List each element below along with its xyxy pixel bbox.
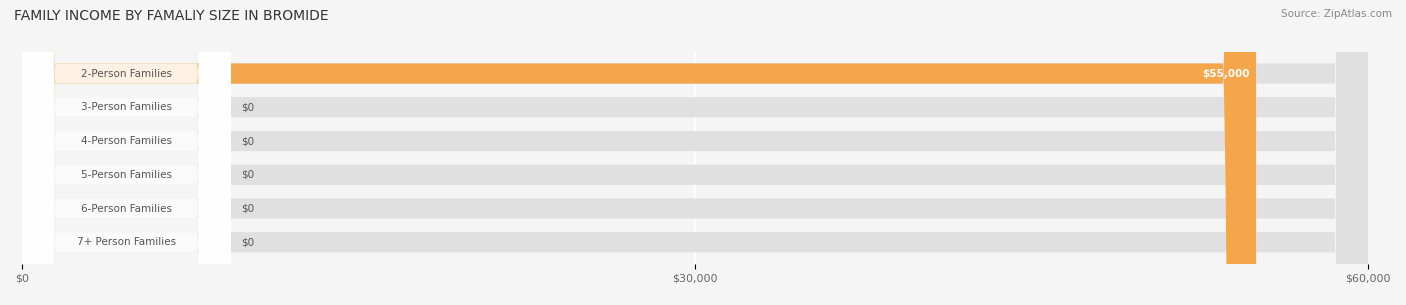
FancyBboxPatch shape [22, 0, 231, 305]
FancyBboxPatch shape [22, 0, 1368, 305]
FancyBboxPatch shape [22, 0, 1368, 305]
FancyBboxPatch shape [22, 0, 231, 305]
Text: $0: $0 [242, 170, 254, 180]
Text: $0: $0 [242, 237, 254, 247]
FancyBboxPatch shape [22, 0, 1368, 305]
FancyBboxPatch shape [22, 0, 1256, 305]
Text: FAMILY INCOME BY FAMALIY SIZE IN BROMIDE: FAMILY INCOME BY FAMALIY SIZE IN BROMIDE [14, 9, 329, 23]
Text: $55,000: $55,000 [1202, 69, 1250, 78]
Text: 2-Person Families: 2-Person Families [80, 69, 172, 78]
Text: 7+ Person Families: 7+ Person Families [77, 237, 176, 247]
Text: 4-Person Families: 4-Person Families [80, 136, 172, 146]
FancyBboxPatch shape [22, 0, 231, 305]
FancyBboxPatch shape [22, 0, 1368, 305]
Text: Source: ZipAtlas.com: Source: ZipAtlas.com [1281, 9, 1392, 19]
Text: 5-Person Families: 5-Person Families [80, 170, 172, 180]
Text: 6-Person Families: 6-Person Families [80, 203, 172, 213]
Text: $0: $0 [242, 102, 254, 112]
FancyBboxPatch shape [22, 0, 231, 305]
Text: 3-Person Families: 3-Person Families [80, 102, 172, 112]
FancyBboxPatch shape [22, 0, 1368, 305]
FancyBboxPatch shape [22, 0, 1368, 305]
FancyBboxPatch shape [22, 0, 231, 305]
Text: $0: $0 [242, 203, 254, 213]
FancyBboxPatch shape [22, 0, 231, 305]
Text: $0: $0 [242, 136, 254, 146]
